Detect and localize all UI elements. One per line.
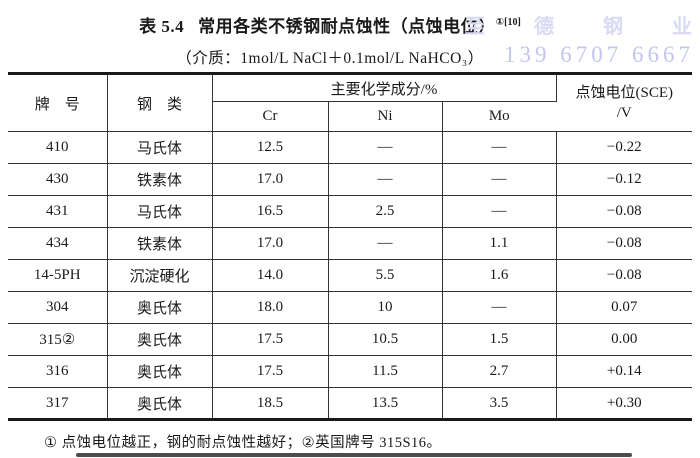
cell-cr: 18.0 bbox=[212, 291, 329, 324]
header-row-2: Cr Ni Mo bbox=[8, 101, 692, 132]
header-composition-group: 主要化学成分/% bbox=[212, 73, 557, 102]
cell-potential: 0.07 bbox=[556, 291, 692, 324]
cell-potential: 0.00 bbox=[556, 323, 692, 356]
cell-potential: +0.30 bbox=[606, 394, 642, 411]
table-title: 表 5.4 常用各类不锈钢耐点蚀性（点蚀电位）①[10] bbox=[0, 12, 660, 37]
table-title-superscript: ①[10] bbox=[495, 17, 521, 28]
cell-mo: — bbox=[442, 195, 557, 228]
table-title-text: 常用各类不锈钢耐点蚀性（点蚀电位） bbox=[198, 17, 496, 36]
table-row: 434 铁素体 17.0—1.1 −0.08 bbox=[8, 227, 692, 260]
cell-ni: 10.5 bbox=[328, 323, 443, 356]
cell-grade: 431 bbox=[8, 195, 108, 228]
cell-grade: 304 bbox=[8, 291, 108, 324]
cell-cr: 17.0 bbox=[212, 163, 329, 196]
header-pitting-potential: 点蚀电位(SCE) /V bbox=[556, 73, 692, 132]
cell-ni: — bbox=[328, 163, 443, 196]
cell-grade: 14-5PH bbox=[8, 259, 108, 292]
header-steel-type: 钢 类 bbox=[107, 73, 213, 132]
cell-steel_type: 奥氏体 bbox=[107, 323, 213, 356]
cell-potential: −0.22 bbox=[556, 131, 692, 164]
header-cr: Cr bbox=[212, 101, 329, 132]
cell-mo: 1.6 bbox=[442, 259, 557, 292]
header-mo: Mo bbox=[442, 101, 556, 132]
table-number: 表 5.4 bbox=[139, 17, 185, 36]
cell-grade: 410 bbox=[8, 131, 108, 164]
cell-steel_type: 沉淀硬化 bbox=[107, 259, 213, 292]
table-row: 430 铁素体 17.0— — −0.12 bbox=[8, 163, 692, 196]
cell-grade: 434 bbox=[8, 227, 108, 260]
cell-grade: 315② bbox=[8, 323, 108, 356]
cell-potential: −0.08 bbox=[556, 195, 692, 228]
table-row: 315② 奥氏体 17.5 10.5 1.5 0.00 bbox=[8, 323, 692, 356]
cell-mo: 2.7 bbox=[442, 355, 557, 388]
header-pitting-potential-line2: /V bbox=[616, 105, 632, 121]
cell-ni: 5.5 bbox=[328, 259, 443, 292]
cell-steel_type: 奥氏体 bbox=[107, 355, 213, 388]
cell-potential: −0.08 bbox=[556, 227, 692, 260]
table-row: 14-5PH 沉淀硬化 14.0 5.5 1.6 −0.08 bbox=[8, 259, 692, 292]
cell-mo: — bbox=[442, 131, 557, 164]
table-row: 317 奥氏体 18.5 13.5 3.5 +0.30 bbox=[8, 387, 692, 420]
cell-ni: — bbox=[328, 227, 443, 260]
cell-steel_type: 铁素体 bbox=[107, 163, 213, 196]
cell-mo: 1.5 bbox=[442, 323, 557, 356]
header-row-1: 牌 号 钢 类 主要化学成分/% 点蚀电位(SCE) /V bbox=[8, 73, 692, 132]
cell-ni: 10 bbox=[328, 291, 443, 324]
table-body: 410 马氏体 12.5— — −0.22 430 铁素体 17.0— — −0.12 431 马氏体… bbox=[8, 131, 692, 420]
header-pitting-potential-line1: 点蚀电位(SCE) bbox=[575, 84, 673, 101]
cell-grade: 317 bbox=[8, 387, 108, 420]
cell-potential: +0.14 bbox=[556, 355, 692, 388]
cell-ni: 13.5 bbox=[328, 387, 443, 420]
cell-mo: 3.5 bbox=[442, 387, 557, 420]
cell-steel_type: 奥氏体 bbox=[107, 387, 213, 420]
cell-steel_type: 奥氏体 bbox=[107, 291, 213, 324]
table-row: 431 马氏体 16.5 2.5— −0.08 bbox=[8, 195, 692, 228]
cell-steel_type: 铁素体 bbox=[107, 227, 213, 260]
cell-cr: 17.5 bbox=[212, 355, 329, 388]
cell-cr: 12.5 bbox=[212, 131, 329, 164]
cell-cr: 17.0 bbox=[212, 227, 329, 260]
table-row: 304 奥氏体 18.0 10—0.07 bbox=[8, 291, 692, 324]
cell-potential: −0.08 bbox=[556, 259, 692, 292]
title-block: 表 5.4 常用各类不锈钢耐点蚀性（点蚀电位）①[10] （介质：1mol/L N… bbox=[0, 12, 660, 68]
table-row: 316 奥氏体 17.5 11.5 2.7 +0.14 bbox=[8, 355, 692, 388]
cell-cr: 14.0 bbox=[212, 259, 329, 292]
cell-steel_type: 马氏体 bbox=[107, 195, 213, 228]
cell-ni: — bbox=[328, 131, 443, 164]
cell-mo: — bbox=[442, 291, 557, 324]
cell-cr: 16.5 bbox=[212, 195, 329, 228]
cell-mo: 1.1 bbox=[442, 227, 557, 260]
cell-ni: 2.5 bbox=[328, 195, 443, 228]
header-ni: Ni bbox=[328, 101, 443, 132]
cell-cr: 17.5 bbox=[212, 323, 329, 356]
cell-cr: 18.5 bbox=[212, 387, 329, 420]
cell-potential: −0.12 bbox=[556, 163, 692, 196]
cell-grade: 430 bbox=[8, 163, 108, 196]
footnote: ① 点蚀电位越正，钢的耐点蚀性越好；②英国牌号 315S16。 bbox=[44, 435, 442, 451]
cell-grade: 316 bbox=[8, 355, 108, 388]
scan-edge-artifact bbox=[76, 453, 632, 457]
cell-steel_type: 马氏体 bbox=[107, 131, 213, 164]
cell-ni: 11.5 bbox=[328, 355, 443, 388]
table-header: 牌 号 钢 类 主要化学成分/% 点蚀电位(SCE) /V Cr Ni Mo bbox=[8, 73, 692, 132]
cell-mo: — bbox=[442, 163, 557, 196]
header-grade: 牌 号 bbox=[8, 73, 108, 132]
table-row: 410 马氏体 12.5— — −0.22 bbox=[8, 131, 692, 164]
steel-pitting-table: 牌 号 钢 类 主要化学成分/% 点蚀电位(SCE) /V Cr Ni Mo 4… bbox=[8, 72, 692, 421]
table-subtitle: （介质：1mol/L NaCl＋0.1mol/L NaHCO₃） bbox=[176, 50, 484, 67]
